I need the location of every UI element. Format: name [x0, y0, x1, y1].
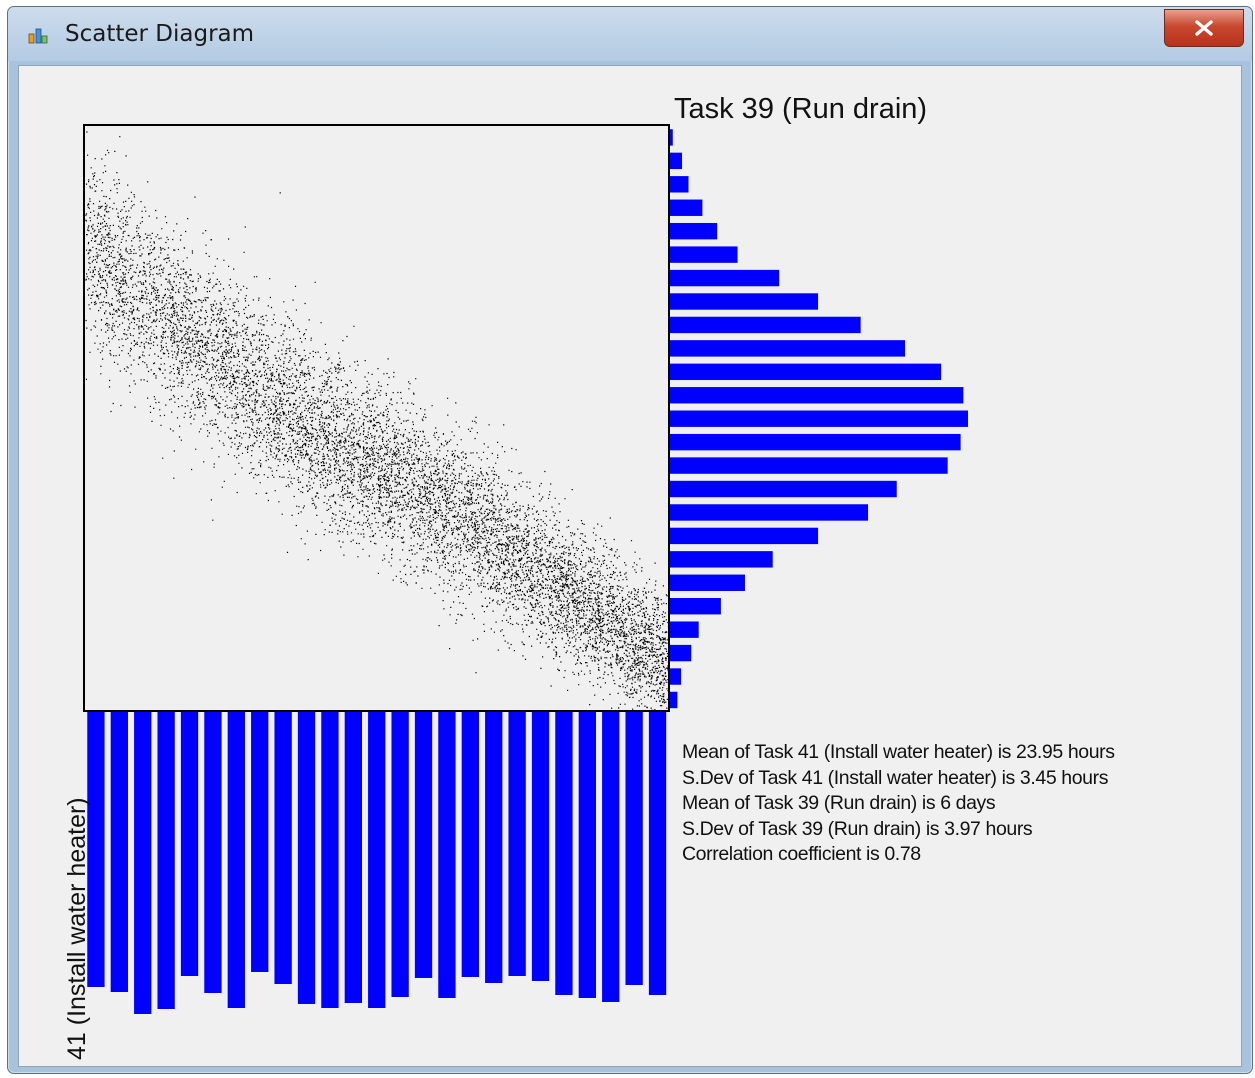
bottom-histogram-bar — [297, 712, 316, 1004]
stat-mean-task39: Mean of Task 39 (Run drain) is 6 days — [682, 792, 996, 814]
bottom-histogram-bar — [555, 712, 573, 995]
right-histogram-bar — [670, 504, 869, 521]
bottom-histogram — [87, 712, 667, 1014]
right-histogram-bar — [670, 551, 773, 568]
bottom-histogram-bar — [251, 712, 269, 972]
chart-window-icon — [28, 28, 48, 44]
bottom-histogram-bar — [414, 712, 433, 978]
bottom-histogram-bar — [134, 712, 152, 1014]
bottom-histogram-bar — [274, 712, 292, 984]
bottom-histogram-bar — [391, 712, 409, 997]
right-histogram-bar — [670, 480, 897, 498]
bottom-histogram-bar — [204, 712, 222, 993]
right-histogram-bar — [670, 269, 780, 287]
right-histogram-bar — [670, 691, 678, 709]
right-histogram-bar — [670, 410, 968, 427]
close-icon — [1195, 20, 1213, 36]
right-histogram-bar — [670, 199, 703, 216]
right-histogram-bar — [670, 457, 948, 474]
right-histogram — [670, 129, 968, 709]
bottom-histogram-bar — [438, 712, 456, 998]
bottom-histogram-bar — [485, 712, 503, 983]
bottom-histogram-bar — [87, 712, 105, 987]
scatter-points — [85, 131, 670, 712]
right-histogram-bar — [670, 621, 699, 638]
stat-sdev-task41: S.Dev of Task 41 (Install water heater) … — [682, 766, 1109, 789]
right-histogram-bar — [670, 433, 961, 451]
bottom-histogram-bar — [368, 712, 386, 1008]
right-histogram-bar — [670, 598, 721, 615]
stat-mean-task41: Mean of Task 41 (Install water heater) i… — [682, 741, 1115, 763]
right-histogram-bar — [670, 668, 682, 685]
right-histogram-bar — [670, 363, 942, 381]
right-histogram-bar — [670, 644, 692, 662]
right-histogram-bar — [670, 316, 861, 334]
chart-title: Task 39 (Run drain) — [674, 93, 927, 125]
right-histogram-bar — [670, 246, 738, 263]
bottom-histogram-bar — [157, 712, 175, 1009]
bottom-histogram-bar — [578, 712, 596, 998]
bottom-histogram-bar — [625, 712, 643, 985]
scatter-plot-frame — [83, 124, 670, 712]
scatter-diagram-window: Scatter Diagram Task 39 (Run drain) 41 (… — [7, 6, 1253, 1074]
right-histogram-bar — [670, 129, 673, 146]
bottom-histogram-bar — [531, 712, 550, 981]
stat-sdev-task39: S.Dev of Task 39 (Run drain) is 3.97 hou… — [682, 817, 1033, 840]
window-title: Scatter Diagram — [65, 21, 255, 47]
right-histogram-bar — [670, 340, 906, 357]
bottom-histogram-bar — [648, 712, 667, 995]
y-axis-label: 41 (Install water heater) — [63, 797, 91, 1060]
chart-client-area: Task 39 (Run drain) 41 (Install water he… — [18, 65, 1242, 1067]
close-button[interactable] — [1164, 9, 1244, 47]
bottom-histogram-bar — [110, 712, 128, 992]
right-histogram-bar — [670, 527, 819, 545]
scatter-chart: Task 39 (Run drain) 41 (Install water he… — [63, 93, 968, 1060]
right-histogram-bar — [670, 152, 683, 170]
bottom-histogram-bar — [602, 712, 620, 1002]
bottom-histogram-bar — [321, 712, 339, 1008]
bottom-histogram-bar — [180, 712, 199, 976]
stat-correlation: Correlation coefficient is 0.78 — [682, 843, 921, 865]
bottom-histogram-bar — [508, 712, 526, 976]
bottom-histogram-bar — [227, 712, 245, 1008]
right-histogram-bar — [670, 574, 745, 591]
statistics-panel: Mean of Task 41 (Install water heater) i… — [682, 740, 1115, 868]
right-histogram-bar — [670, 293, 819, 310]
scatter-point-cloud — [85, 131, 670, 712]
bottom-histogram-bar — [461, 712, 479, 977]
right-histogram-bar — [670, 387, 964, 404]
bottom-histogram-bar — [344, 712, 362, 1003]
right-histogram-bar — [670, 176, 689, 193]
title-bar[interactable]: Scatter Diagram — [8, 7, 1252, 61]
right-histogram-bar — [670, 222, 718, 240]
